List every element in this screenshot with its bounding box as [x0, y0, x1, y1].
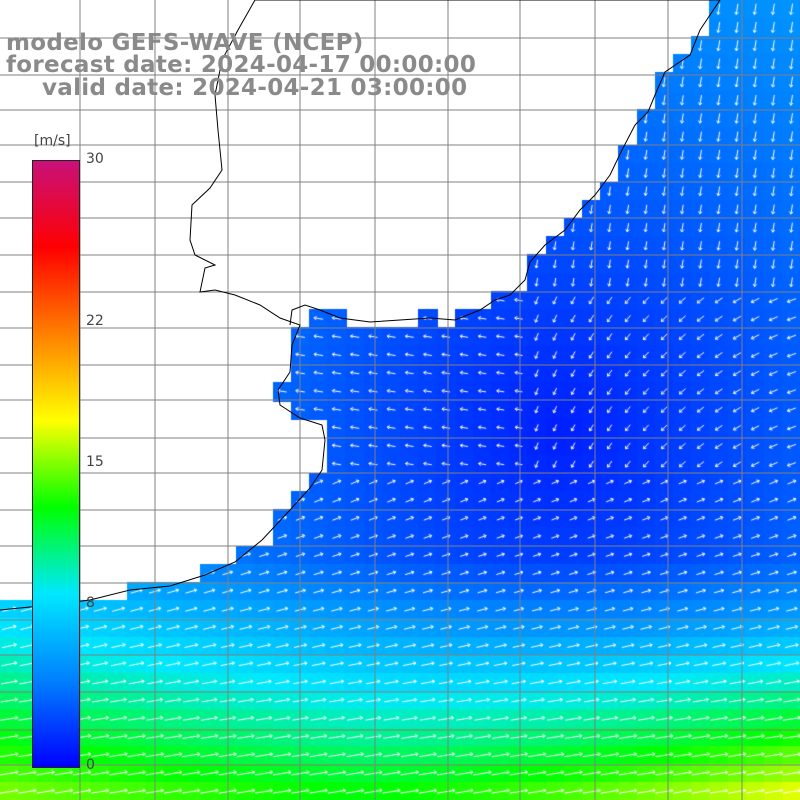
colorbar — [32, 160, 80, 768]
coastline — [0, 0, 721, 611]
forecast-date: forecast date: 2024-04-17 00:00:00 — [6, 52, 477, 78]
colorbar-tick-label: 15 — [86, 454, 104, 470]
model-title: modelo GEFS-WAVE (NCEP) — [6, 30, 364, 56]
colorbar-tick-label: 30 — [86, 151, 104, 167]
colorbar-gradient — [33, 161, 79, 767]
valid-date: valid date: 2024-04-21 03:00:00 — [42, 75, 468, 101]
colorbar-tick-label: 8 — [86, 595, 95, 612]
colorbar-tick-label: 0 — [86, 757, 95, 773]
colorbar-units: [m/s] — [34, 133, 71, 149]
colorbar-tick-label: 22 — [86, 312, 104, 329]
